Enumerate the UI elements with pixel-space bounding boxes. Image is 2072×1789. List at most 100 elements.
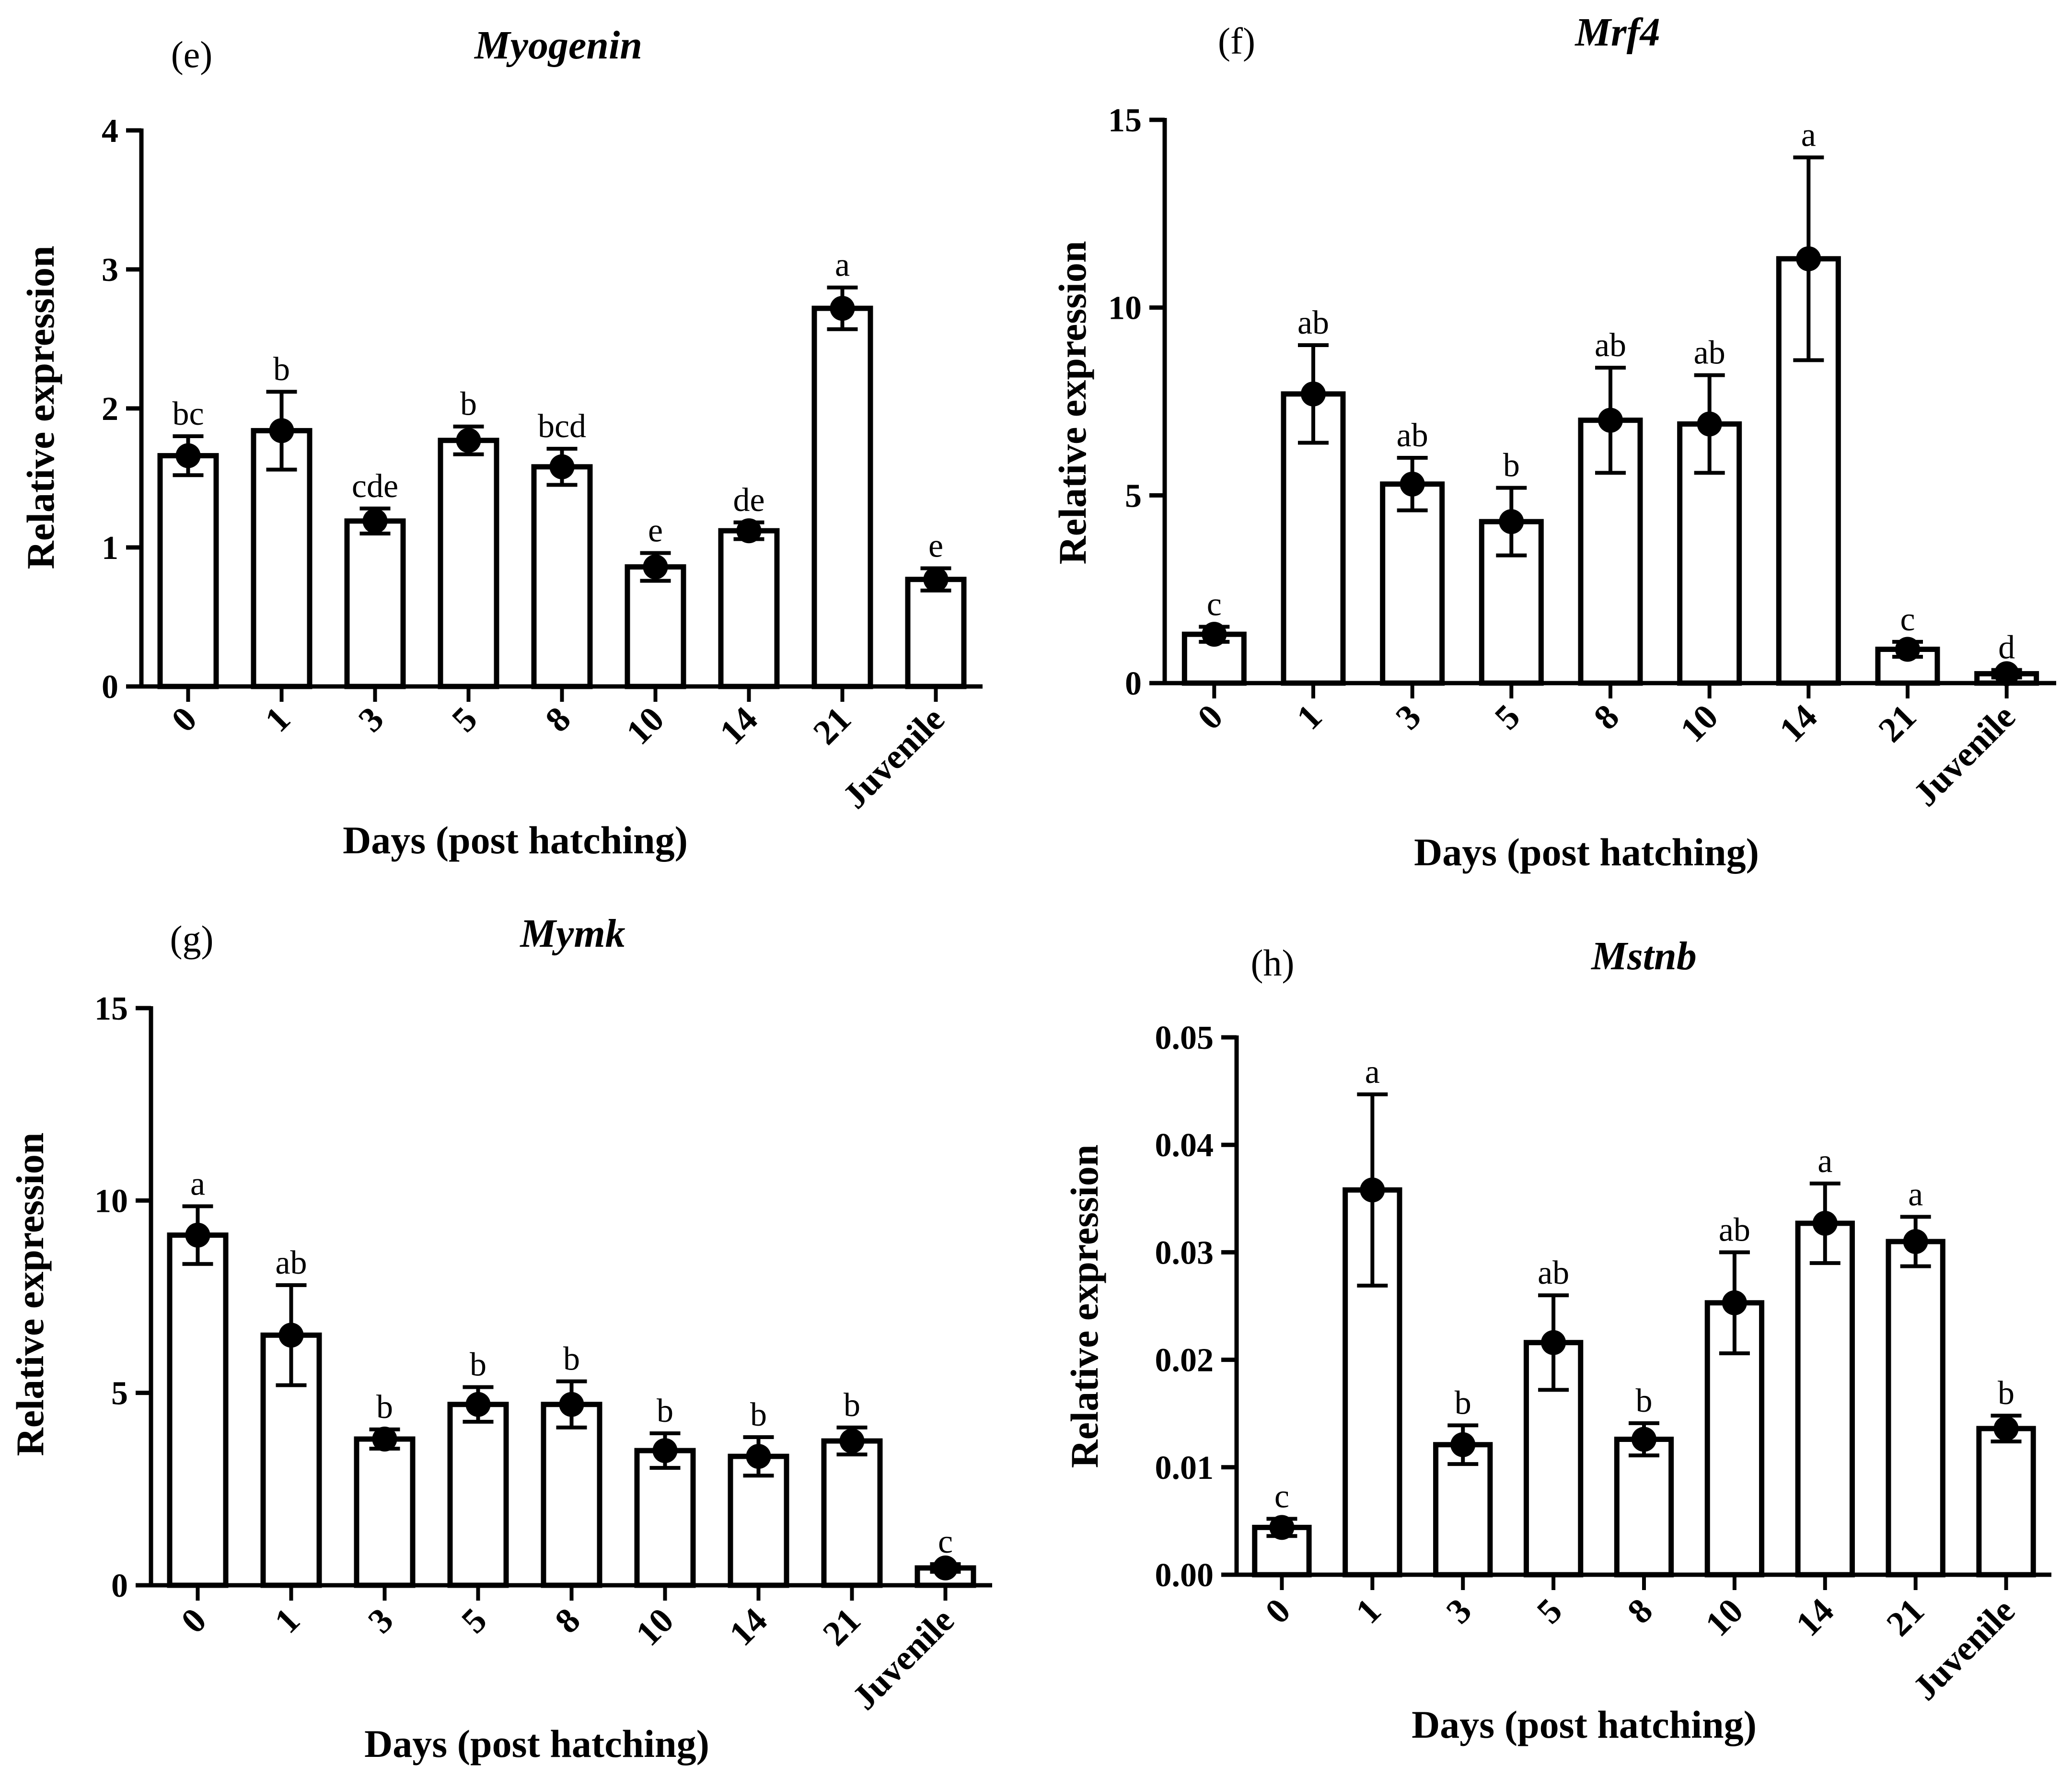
significance-label: ab: [1719, 1211, 1750, 1248]
y-tick-label: 0.03: [1155, 1234, 1214, 1271]
mean-point: [278, 1323, 304, 1348]
y-tick-label: 15: [94, 990, 128, 1027]
x-tick-label: 3: [1389, 697, 1429, 737]
x-tick-label: 14: [1772, 697, 1825, 750]
mean-point: [1301, 381, 1326, 407]
mean-point: [372, 1426, 397, 1452]
mean-point: [175, 443, 201, 468]
significance-label: b: [273, 351, 290, 388]
significance-label: a: [835, 247, 850, 284]
y-tick-label: 3: [102, 252, 118, 289]
mean-point: [652, 1438, 678, 1464]
significance-label: c: [1274, 1478, 1289, 1515]
y-axis-label: Relative expression: [8, 1133, 52, 1456]
y-tick-label: 5: [1125, 477, 1142, 514]
y-tick-label: 0.02: [1155, 1342, 1214, 1379]
mean-point: [1541, 1330, 1566, 1355]
y-tick-label: 0: [102, 669, 118, 706]
bar: [251, 428, 313, 689]
significance-label: b: [844, 1387, 860, 1424]
x-tick-label: 1: [267, 1601, 307, 1641]
significance-label: b: [563, 1341, 580, 1378]
x-tick-label: 5: [1529, 1591, 1570, 1631]
bar: [157, 453, 219, 689]
significance-label: b: [657, 1393, 673, 1429]
significance-label: ab: [1297, 304, 1329, 341]
mean-point: [830, 296, 855, 321]
bar: [728, 1453, 789, 1588]
significance-label: b: [750, 1396, 767, 1433]
significance-label: ab: [1538, 1255, 1569, 1291]
y-tick-label: 1: [102, 530, 118, 567]
y-tick-label: 0.00: [1155, 1557, 1214, 1594]
x-tick-label: 0: [1258, 1591, 1298, 1631]
panel-h-mstnb: (h) Mstnb 0.00 0.01 0.02 0.03 0.04 0.05 Relative…: [1063, 934, 2051, 1746]
mean-point: [1632, 1427, 1656, 1452]
x-axis-label: Days (post hatching): [343, 818, 688, 862]
mean-point: [1598, 407, 1623, 433]
x-tick-label: 10: [619, 699, 671, 752]
x-tick-label: 21: [806, 699, 858, 752]
significance-label: a: [1817, 1143, 1832, 1180]
x-tick-label: 8: [538, 699, 578, 740]
mean-point: [1796, 246, 1821, 271]
y-tick-label: 2: [102, 391, 118, 428]
significance-label: cde: [352, 468, 398, 505]
x-tick-label: 3: [351, 699, 391, 740]
mean-point: [1450, 1432, 1476, 1457]
bar: [625, 564, 686, 689]
y-tick-label: 0.05: [1155, 1020, 1214, 1057]
y-tick-label: 10: [1108, 290, 1142, 327]
significance-label: de: [733, 482, 764, 519]
y-tick-label: 4: [102, 113, 118, 150]
significance-label: ab: [275, 1244, 307, 1281]
mean-point: [1360, 1177, 1385, 1203]
bar: [1976, 1426, 2036, 1578]
x-tick-label: 3: [360, 1601, 401, 1641]
x-tick-label: 10: [1673, 697, 1725, 750]
x-tick-label: 1: [1289, 697, 1330, 737]
mean-point: [1202, 622, 1227, 647]
y-tick-label: 0: [111, 1568, 128, 1604]
mean-point: [1697, 411, 1722, 437]
significance-label: b: [376, 1389, 393, 1426]
bar: [1886, 1239, 1945, 1578]
x-tick-label: 8: [1586, 697, 1627, 737]
mean-point: [643, 554, 668, 580]
bar: [531, 464, 593, 689]
significance-label: b: [1998, 1375, 2014, 1412]
panel-letter: (f): [1218, 20, 1255, 62]
significance-label: d: [1998, 629, 2015, 666]
bar: [541, 1402, 602, 1588]
x-tick-label: 0: [164, 699, 204, 740]
bar: [1614, 1437, 1674, 1578]
mean-point: [923, 567, 949, 592]
y-tick-label: 5: [111, 1375, 128, 1412]
x-axis-label: Days (post hatching): [364, 1722, 709, 1766]
x-tick-label: 10: [1698, 1591, 1751, 1644]
significance-label: e: [648, 512, 663, 549]
x-tick-label: 1: [1348, 1591, 1389, 1631]
bar: [1523, 1340, 1584, 1578]
x-tick-label: 14: [712, 699, 765, 752]
mean-point: [549, 454, 575, 479]
bar: [634, 1448, 696, 1588]
significance-label: b: [460, 386, 477, 423]
y-tick-label: 0.01: [1155, 1450, 1214, 1487]
mean-point: [1269, 1515, 1295, 1540]
mean-point: [269, 418, 294, 443]
x-tick-label: 0: [1190, 697, 1230, 737]
significance-label: a: [1365, 1054, 1380, 1091]
bar: [354, 1436, 416, 1588]
chart-title: Mrf4: [1574, 10, 1660, 55]
significance-label: bc: [172, 395, 204, 432]
bar: [1433, 1442, 1493, 1578]
mean-point: [1895, 637, 1920, 662]
bar: [167, 1232, 229, 1588]
mean-point: [465, 1392, 491, 1417]
mean-point: [1903, 1229, 1928, 1254]
mean-point: [1499, 509, 1524, 534]
y-tick-label: 0: [1125, 665, 1142, 702]
